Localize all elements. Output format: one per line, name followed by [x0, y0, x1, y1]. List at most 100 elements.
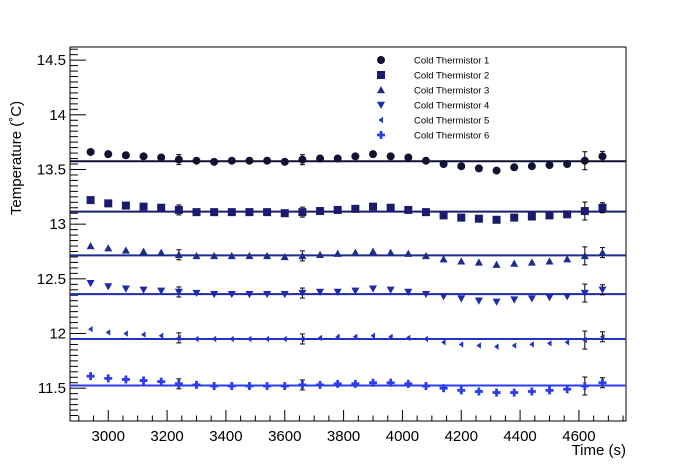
- data-point: [299, 335, 305, 343]
- data-point: [474, 258, 483, 266]
- data-point: [369, 378, 378, 387]
- data-point: [316, 288, 325, 296]
- data-point: [564, 339, 570, 346]
- data-point: [264, 335, 270, 343]
- data-point: [510, 259, 519, 267]
- data-point: [457, 295, 466, 303]
- data-point: [386, 152, 395, 161]
- data-point: [545, 257, 554, 265]
- legend-label: Cold Thermistor 5: [414, 116, 489, 127]
- data-point: [104, 283, 113, 291]
- data-point: [298, 380, 307, 389]
- data-point: [333, 379, 342, 388]
- data-point: [527, 212, 536, 221]
- data-point: [263, 208, 272, 217]
- data-point: [494, 343, 499, 350]
- data-point: [263, 290, 272, 299]
- data-point: [263, 382, 272, 391]
- x-tick-label: 3400: [209, 428, 242, 445]
- data-point: [192, 156, 201, 165]
- data-point: [335, 333, 340, 340]
- series-group: [86, 242, 607, 268]
- data-point: [598, 203, 607, 212]
- data-point: [492, 215, 501, 224]
- legend-label: Cold Thermistor 6: [414, 131, 489, 142]
- data-point: [474, 214, 483, 223]
- data-point: [139, 202, 148, 211]
- data-point: [210, 157, 219, 166]
- y-tick-label: 11.5: [38, 380, 66, 397]
- data-point: [439, 255, 448, 263]
- data-point: [474, 297, 483, 305]
- data-point: [176, 334, 181, 342]
- fit-lines: [70, 160, 626, 387]
- data-point: [298, 155, 307, 164]
- data-point: [404, 288, 413, 296]
- data-point: [439, 293, 448, 301]
- data-point: [580, 207, 589, 216]
- data-point: [86, 280, 95, 288]
- data-point: [280, 252, 289, 261]
- x-tick-label: 4400: [503, 428, 536, 445]
- data-point: [510, 296, 519, 304]
- data-point: [386, 248, 395, 256]
- data-point: [104, 150, 113, 159]
- data-point: [545, 161, 554, 170]
- data-point: [193, 335, 199, 343]
- data-point: [157, 377, 166, 386]
- data-point: [563, 210, 572, 219]
- data-point: [386, 378, 395, 387]
- data-point: [192, 289, 201, 298]
- data-point: [139, 376, 148, 385]
- data-point: [245, 208, 254, 217]
- data-point: [245, 251, 254, 260]
- data-point: [263, 156, 272, 165]
- data-point: [545, 211, 554, 220]
- data-point: [388, 333, 393, 340]
- data-point: [139, 247, 148, 255]
- legend: Cold Thermistor 1 Cold Thermistor 2 Cold T…: [377, 56, 489, 142]
- data-point: [333, 205, 342, 214]
- data-point: [121, 285, 130, 293]
- data-point: [139, 152, 148, 161]
- data-point: [441, 339, 446, 346]
- data-point: [227, 208, 236, 217]
- data-point: [316, 250, 325, 258]
- data-point: [86, 242, 95, 250]
- x-tick-label: 3200: [150, 428, 183, 445]
- data-point: [192, 208, 201, 217]
- data-point: [280, 209, 289, 218]
- data-point: [492, 388, 501, 397]
- data-point: [492, 166, 501, 175]
- data-point: [351, 287, 360, 295]
- data-point: [474, 164, 483, 173]
- series-group: [86, 372, 607, 397]
- data-point: [476, 342, 481, 349]
- y-axis-ticks: 11.5 12 12.5 13 13.5 14 14.5: [37, 48, 86, 422]
- data-point: [511, 342, 517, 349]
- data-point: [245, 382, 254, 391]
- legend-marker: [378, 116, 383, 124]
- series-group: [86, 196, 607, 224]
- data-point: [404, 153, 413, 162]
- data-point: [457, 386, 466, 395]
- data-point: [598, 286, 607, 294]
- y-tick-label: 12.5: [37, 271, 66, 288]
- x-tick-label: 3000: [92, 428, 125, 445]
- data-point: [280, 382, 289, 391]
- data-point: [211, 335, 217, 343]
- data-point: [580, 382, 589, 391]
- data-point: [104, 244, 113, 252]
- data-point: [316, 380, 325, 389]
- x-tick-label: 4000: [386, 428, 419, 445]
- data-point: [86, 147, 95, 156]
- series-group: [88, 325, 605, 350]
- data-point: [298, 289, 307, 298]
- data-point: [510, 163, 519, 172]
- y-tick-label: 13.5: [37, 161, 66, 178]
- data-point: [510, 388, 519, 397]
- data-point: [333, 154, 342, 163]
- data-point: [174, 288, 183, 296]
